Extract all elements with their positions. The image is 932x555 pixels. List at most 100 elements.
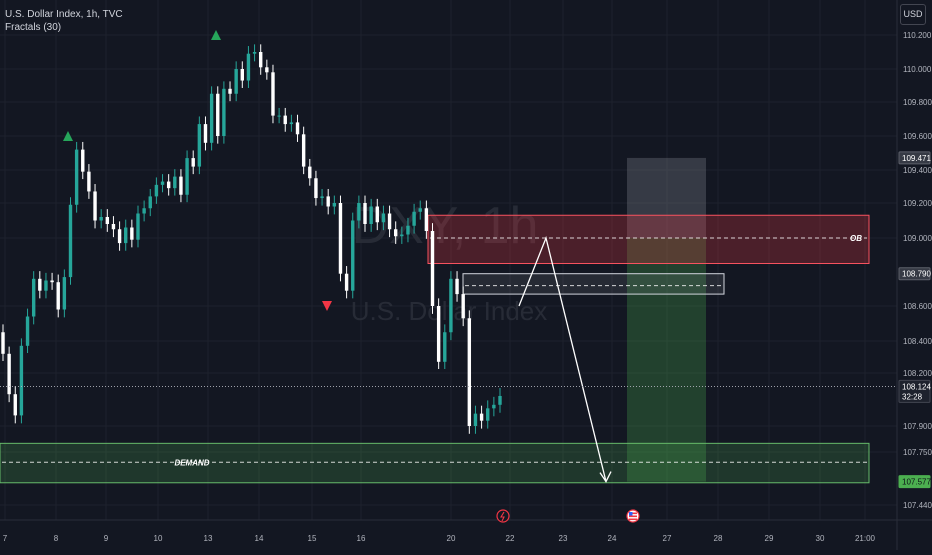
price-tick-label: 110.000 [903, 65, 932, 74]
candle-body [308, 166, 312, 179]
candle-body [179, 176, 183, 195]
price-marker-label: 107.577 [902, 478, 931, 487]
candle-body [197, 124, 202, 167]
time-tick-label: 13 [204, 534, 213, 543]
candle-body [289, 122, 294, 125]
price-tick-label: 109.800 [903, 98, 932, 107]
price-marker-box [898, 267, 931, 281]
economic-event-icon [496, 509, 510, 523]
candle-body [486, 408, 490, 421]
time-tick-label: 21:00 [855, 534, 876, 543]
candle-body [430, 231, 435, 306]
candle-body [455, 278, 459, 295]
time-tick-label: 16 [357, 534, 366, 543]
candle-body [375, 206, 379, 223]
time-axis[interactable]: 7 8 9 10 13 14 15 16 20 22 23 24 27 28 29 30 21:00 [0, 519, 932, 543]
candle-body [160, 181, 165, 185]
candle-body [209, 93, 214, 143]
candle-body [185, 158, 189, 195]
candle-body [68, 204, 73, 278]
candle-body [344, 273, 349, 291]
fvg-zone [462, 273, 725, 295]
candle-body [369, 206, 373, 224]
candle-body [19, 345, 24, 416]
demand-zone [0, 442, 870, 484]
candle-body [479, 413, 484, 421]
candle-body [498, 395, 502, 405]
candle-body [400, 234, 404, 237]
price-tick-label: 107.750 [903, 448, 932, 457]
price-marker-label: 109.471 [902, 154, 931, 163]
fractals-layer [63, 30, 332, 311]
time-tick-label: 9 [104, 534, 109, 543]
time-tick-label: 23 [559, 534, 568, 543]
candle-body [44, 280, 48, 291]
time-tick-label: 15 [308, 534, 317, 543]
candle-body [228, 88, 232, 94]
time-tick-label: 24 [608, 534, 617, 543]
candle-body [301, 134, 306, 167]
candle-body [393, 229, 398, 237]
us-flag-icon [626, 509, 640, 523]
candle-body [449, 278, 453, 333]
watermark: DXY, 1h U.S. Dollar Index [351, 197, 548, 326]
time-axis-icons [496, 509, 640, 523]
time-tick-label: 30 [816, 534, 825, 543]
watermark-name: U.S. Dollar Index [351, 296, 548, 326]
ob-zone [427, 214, 870, 264]
price-marker-box [898, 151, 931, 165]
price-marker-countdown: 32:28 [902, 392, 923, 401]
time-tick-label: 8 [54, 534, 59, 543]
ob-zone-label: OB [850, 234, 862, 243]
price-tick-label: 110.200 [903, 31, 932, 40]
candle-body [31, 278, 36, 317]
candle-body [50, 280, 54, 283]
candle-body [295, 122, 300, 135]
candle-body [357, 203, 361, 221]
price-axis[interactable]: 107.440 107.750 107.900 108.200 108.400 108.6… [896, 0, 932, 550]
candle-body [222, 88, 226, 136]
candle-body [351, 220, 355, 291]
candle-body [148, 196, 152, 209]
price-tick-label: 109.000 [903, 234, 932, 243]
candle-body [473, 413, 478, 426]
price-tick-label: 107.900 [903, 422, 932, 431]
currency-button[interactable]: USD [900, 4, 926, 25]
candle-body [436, 306, 441, 362]
chart-header: U.S. Dollar Index, 1h, TVC Fractals (30) [5, 8, 123, 34]
watermark-ticker: DXY, 1h [352, 197, 539, 255]
candle-body [234, 69, 238, 94]
candle-body [277, 115, 281, 117]
target-zone-upper [627, 157, 706, 238]
candle-body [173, 176, 177, 189]
candle-body [13, 394, 17, 416]
candle-body [56, 282, 60, 310]
candle-body [74, 149, 79, 205]
time-tick-label: 29 [765, 534, 774, 543]
candle-body [492, 404, 496, 409]
candle-body [203, 124, 208, 143]
candle-body [467, 318, 472, 426]
price-marker-box [898, 379, 931, 403]
candle-body [62, 277, 67, 310]
candle-body [363, 203, 367, 224]
candle-body [326, 196, 330, 207]
fractal-down-marker [322, 301, 332, 311]
flag-stripe [629, 518, 637, 521]
grid [0, 0, 897, 520]
candle-body [191, 158, 195, 167]
candle-body [424, 208, 429, 231]
candle-body [142, 208, 146, 214]
fractal-up-marker [63, 131, 73, 141]
target-zone-lower [627, 238, 706, 482]
price-tick-label: 108.200 [903, 369, 932, 378]
candle-body [25, 316, 30, 346]
candle-body [99, 217, 103, 221]
indicator-title[interactable]: Fractals (30) [5, 22, 62, 33]
symbol-title[interactable]: U.S. Dollar Index, 1h, TVC [5, 9, 123, 20]
candle-body [320, 196, 324, 199]
candle-body [117, 229, 122, 244]
candle-body [136, 213, 140, 240]
